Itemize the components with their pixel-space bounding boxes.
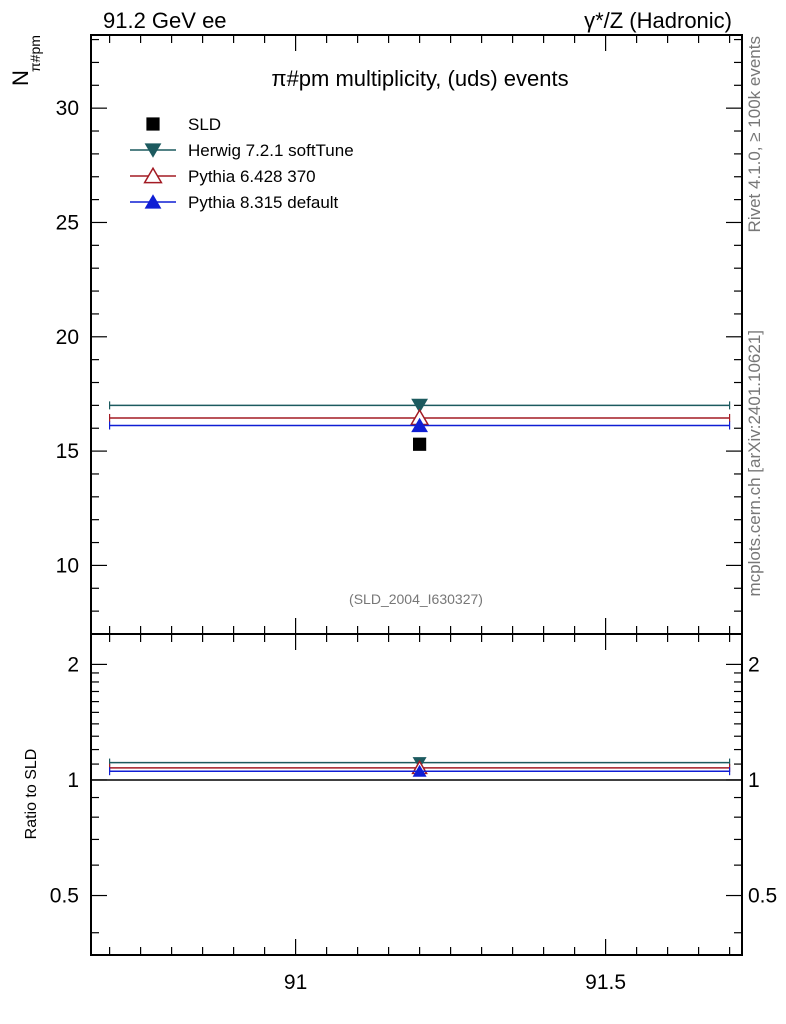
ratio-y-tick-label-left: 1 — [67, 769, 79, 792]
legend-marker — [143, 166, 163, 184]
ratio-y-tick-label-right: 2 — [748, 653, 760, 676]
data-point — [413, 437, 427, 451]
chart-title: π#pm multiplicity, (uds) events — [271, 66, 568, 91]
ratio-y-axis-label: Ratio to SLD — [23, 749, 40, 840]
ratio-y-tick-label-left: 0.5 — [50, 885, 79, 908]
x-tick-label: 91 — [284, 971, 307, 994]
header-right-label: γ*/Z (Hadronic) — [584, 8, 732, 33]
legend: SLD Herwig 7.2.1 softTune Pythia 6.428 370… — [130, 115, 354, 212]
y-tick-label: 10 — [56, 554, 79, 577]
data-point — [411, 417, 428, 433]
data-point — [411, 398, 428, 414]
ratio-y-tick-label-right: 1 — [748, 769, 760, 792]
mcplots-label: mcplots.cern.ch [arXiv:2401.10621] — [745, 330, 764, 596]
legend-marker — [146, 117, 160, 131]
y-tick-label: 25 — [56, 211, 79, 234]
y-axis-label: N π#pm — [8, 35, 43, 86]
main-axis-ticks: 10 15 20 25 30 — [56, 35, 742, 634]
legend-label: Pythia 8.315 default — [188, 193, 339, 212]
ratio-plot-frame — [90, 633, 743, 956]
ratio-axis-ticks: 0.5 0.5 1 1 2 2 91 91.5 — [50, 634, 777, 994]
x-tick-label: 91.5 — [585, 971, 626, 994]
rivet-label: Rivet 4.1.0, ≥ 100k events — [745, 36, 764, 232]
header-left-label: 91.2 GeV ee — [103, 8, 227, 33]
legend-label: Pythia 6.428 370 — [188, 167, 316, 186]
analysis-watermark: (SLD_2004_I630327) — [349, 591, 483, 607]
y-tick-label: 20 — [56, 326, 79, 349]
ratio-data-marks — [91, 757, 742, 781]
y-tick-label: 15 — [56, 440, 79, 463]
legend-label: Herwig 7.2.1 softTune — [188, 141, 354, 160]
ratio-data-point — [412, 764, 427, 777]
y-axis-label-sub: π#pm — [27, 35, 43, 72]
ratio-y-tick-label-right: 0.5 — [748, 885, 777, 908]
y-axis-label-main: N — [8, 70, 33, 86]
ratio-y-tick-label-left: 2 — [67, 653, 79, 676]
legend-label: SLD — [188, 115, 221, 134]
legend-marker — [144, 194, 162, 209]
y-tick-label: 30 — [56, 97, 79, 120]
main-data-marks — [108, 398, 731, 451]
legend-marker — [144, 143, 162, 158]
